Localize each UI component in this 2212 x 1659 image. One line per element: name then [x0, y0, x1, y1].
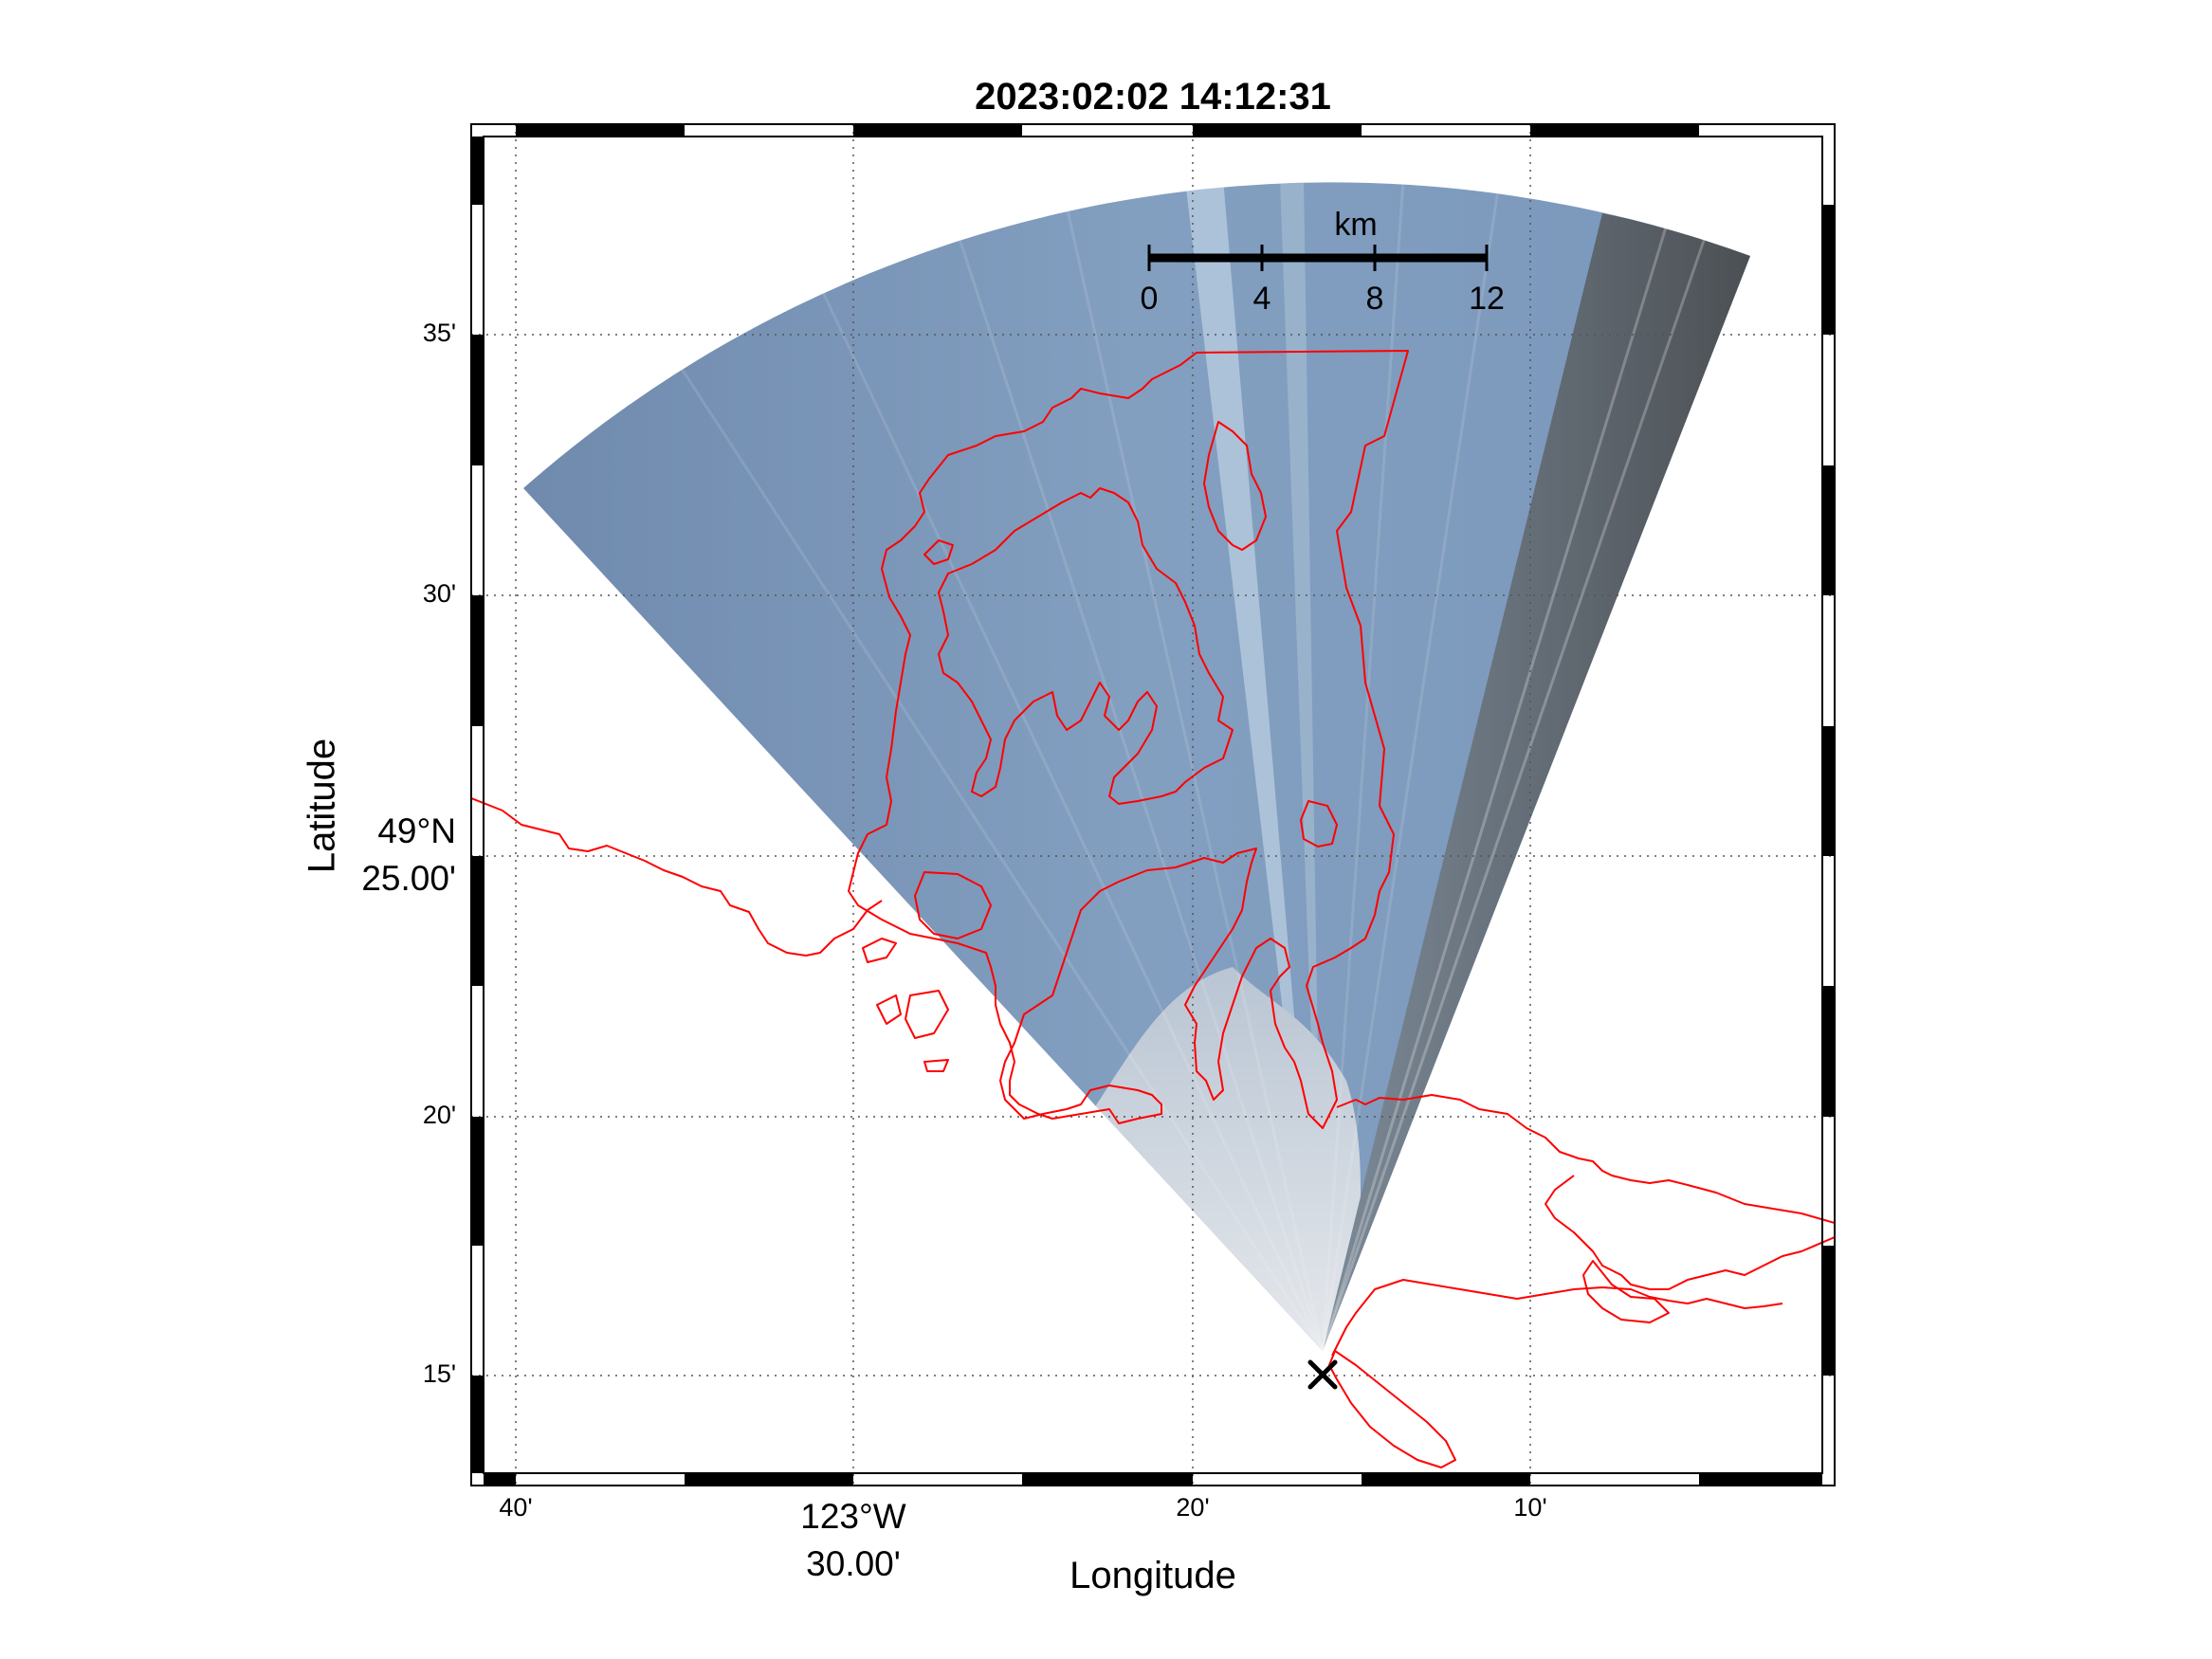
coastline-island-3 [914, 871, 992, 939]
y-axis-label: Latitude [301, 738, 343, 874]
lon-tick-10: 10' [1513, 1493, 1547, 1522]
map-frame [470, 123, 1836, 1486]
cloud-region [1090, 967, 1361, 1351]
coastline-south-east [1336, 1094, 1835, 1224]
lon-major-degree: 123°W [800, 1497, 906, 1536]
lat-tick-30: 30' [422, 579, 456, 608]
coastline-lake-outer [848, 350, 1409, 1129]
coastline-spit [1331, 1279, 1783, 1357]
coastline-layer [471, 350, 1835, 1468]
lon-major-label: 123°W 30.00' [800, 1493, 905, 1588]
radial-streaks [662, 182, 1709, 1352]
lat-major-degree: 49°N [377, 811, 456, 850]
coastline-lake-inner [938, 487, 1234, 805]
lon-tick-40: 40' [499, 1493, 533, 1522]
lat-tick-35: 35' [422, 319, 456, 347]
gray-band [1323, 213, 1750, 1351]
coastline-island-1 [1203, 421, 1267, 551]
lat-major-minutes: 25.00' [361, 859, 456, 898]
coastline-island-4 [923, 539, 954, 565]
coastline-west-islands [862, 938, 949, 1072]
x-axis-label: Longitude [1069, 1555, 1236, 1596]
lat-tick-20: 20' [422, 1101, 456, 1129]
scale-bar-label-4: 4 [1252, 281, 1271, 317]
lat-major-label: 49°N 25.00' [361, 808, 456, 902]
station-marker [1307, 1359, 1338, 1390]
map-title: 2023:02:02 14:12:31 [975, 76, 1331, 118]
scale-bar [1147, 245, 1489, 271]
scale-bar-label-8: 8 [1365, 281, 1384, 317]
lon-major-minutes: 30.00' [806, 1544, 901, 1583]
lat-tick-15: 15' [422, 1359, 456, 1388]
scale-bar-unit: km [1334, 207, 1378, 243]
coastline-peninsula [1328, 1350, 1456, 1468]
coastline-inlet [1545, 1175, 1835, 1290]
coastline-island-2 [1300, 800, 1338, 848]
scale-bar-label-0: 0 [1140, 281, 1159, 317]
coastline-west-shore [471, 797, 883, 957]
scale-bar-label-12: 12 [1469, 281, 1505, 317]
lon-tick-20: 20' [1176, 1493, 1210, 1522]
